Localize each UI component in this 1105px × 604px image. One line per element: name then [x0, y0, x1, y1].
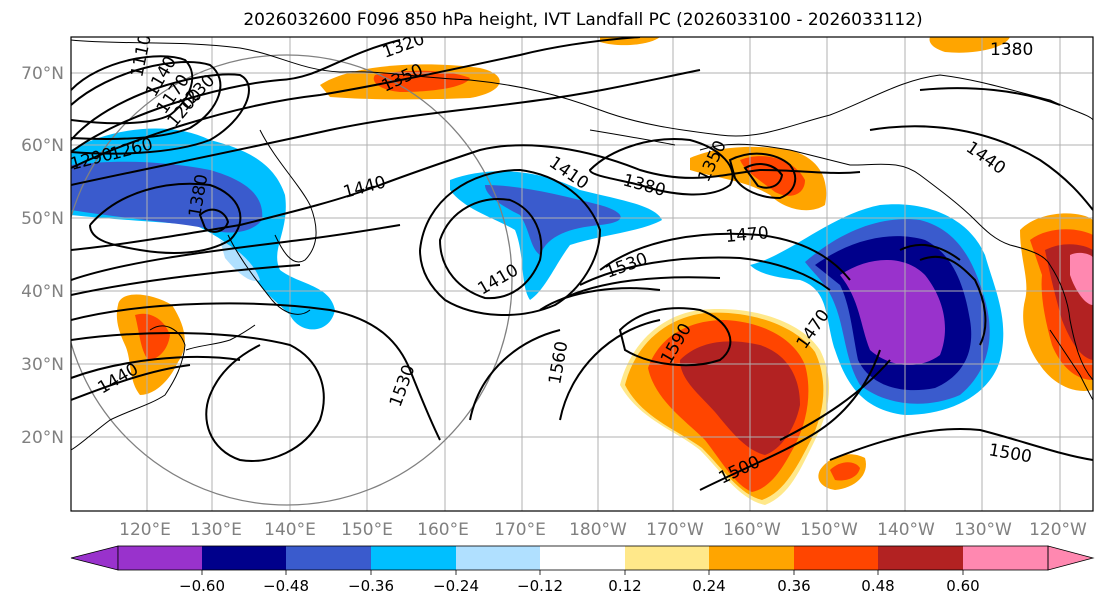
- colorbar-tick-label: 0.36: [777, 577, 810, 595]
- lon-label: 170°W: [646, 520, 704, 540]
- colorbar-segment: [963, 546, 1048, 570]
- map-frame: [70, 36, 1094, 512]
- lat-label: 40°N: [21, 282, 64, 302]
- colorbar-arrow-left: [70, 545, 119, 571]
- colorbar-tick-label: 0.12: [608, 577, 641, 595]
- lon-label: 160°E: [417, 520, 469, 540]
- colorbar-segment: [878, 546, 963, 570]
- contour-label: 1470: [725, 223, 770, 247]
- shade-pos-bering-red: [373, 70, 470, 92]
- shade-pos-central-dark: [680, 341, 800, 455]
- lon-label: 140°E: [264, 520, 316, 540]
- colorbar-segment: [371, 546, 456, 570]
- figure-title: 2026032600 F096 850 hPa height, IVT Land…: [243, 10, 922, 30]
- shade-pos-ak-red: [740, 156, 805, 196]
- colorbar-tick-label: −0.24: [433, 577, 479, 595]
- colorbar-ticks: [201, 570, 964, 575]
- colorbar-tick-label: −0.60: [179, 577, 225, 595]
- colorbar-tick-label: 0.60: [946, 577, 979, 595]
- colorbar-segment: [202, 546, 286, 570]
- shade-pos-top-orange: [929, 37, 1010, 53]
- reference-circle: [71, 54, 513, 506]
- lon-label: 150°E: [341, 520, 393, 540]
- lon-label: 160°W: [723, 520, 781, 540]
- colorbar-frame: [117, 545, 1049, 571]
- colorbar-segment: [709, 546, 794, 570]
- lon-label: 180°W: [569, 520, 627, 540]
- colorbar-tick-label: −0.48: [263, 577, 309, 595]
- lon-labels: 120°E 130°E 140°E 150°E 160°E 170°E 180°…: [119, 520, 1087, 540]
- colorbar-tick-label: −0.12: [517, 577, 563, 595]
- lat-label: 30°N: [21, 355, 64, 375]
- colorbar-tick-labels: −0.60 −0.48 −0.36 −0.24 −0.12 0.12 0.24 …: [179, 577, 980, 595]
- lat-label: 20°N: [21, 428, 64, 448]
- colorbar-segment: [625, 546, 709, 570]
- colorbar-segment: [118, 546, 202, 570]
- lon-label: 150°W: [800, 520, 858, 540]
- lat-labels: 70°N 60°N 50°N 40°N 30°N 20°N: [21, 64, 64, 448]
- colorbar-segment: [540, 546, 625, 570]
- height-contours: [71, 37, 1093, 491]
- colorbar-tick-label: 0.48: [861, 577, 894, 595]
- colorbar-segment: [794, 546, 878, 570]
- lat-label: 50°N: [21, 209, 64, 229]
- lon-label: 130°E: [190, 520, 242, 540]
- lon-label: 120°W: [1029, 520, 1087, 540]
- shade-neg-ne-purple: [840, 260, 945, 366]
- shade-pos-sm1-red: [830, 462, 860, 481]
- ivt-shading: [71, 37, 1093, 505]
- colorbar-tick-label: 0.24: [692, 577, 725, 595]
- colorbar-segment: [286, 546, 371, 570]
- shade-pos-wc-pink: [1070, 252, 1093, 305]
- lon-label: 170°E: [494, 520, 546, 540]
- colorbar: −0.60 −0.48 −0.36 −0.24 −0.12 0.12 0.24 …: [70, 545, 1095, 595]
- lon-label: 120°E: [119, 520, 171, 540]
- lat-label: 60°N: [21, 136, 64, 156]
- shade-pos-asia-red: [135, 313, 170, 360]
- lat-label: 70°N: [21, 64, 64, 84]
- shade-neg-central-mid: [485, 185, 621, 255]
- contour-label: 1380: [990, 40, 1033, 60]
- lon-label: 130°W: [954, 520, 1012, 540]
- colorbar-segment: [456, 546, 540, 570]
- lon-label: 140°W: [877, 520, 935, 540]
- colorbar-arrow-right: [1047, 545, 1095, 571]
- shade-neg-mid: [71, 161, 263, 233]
- colorbar-tick-label: −0.36: [348, 577, 394, 595]
